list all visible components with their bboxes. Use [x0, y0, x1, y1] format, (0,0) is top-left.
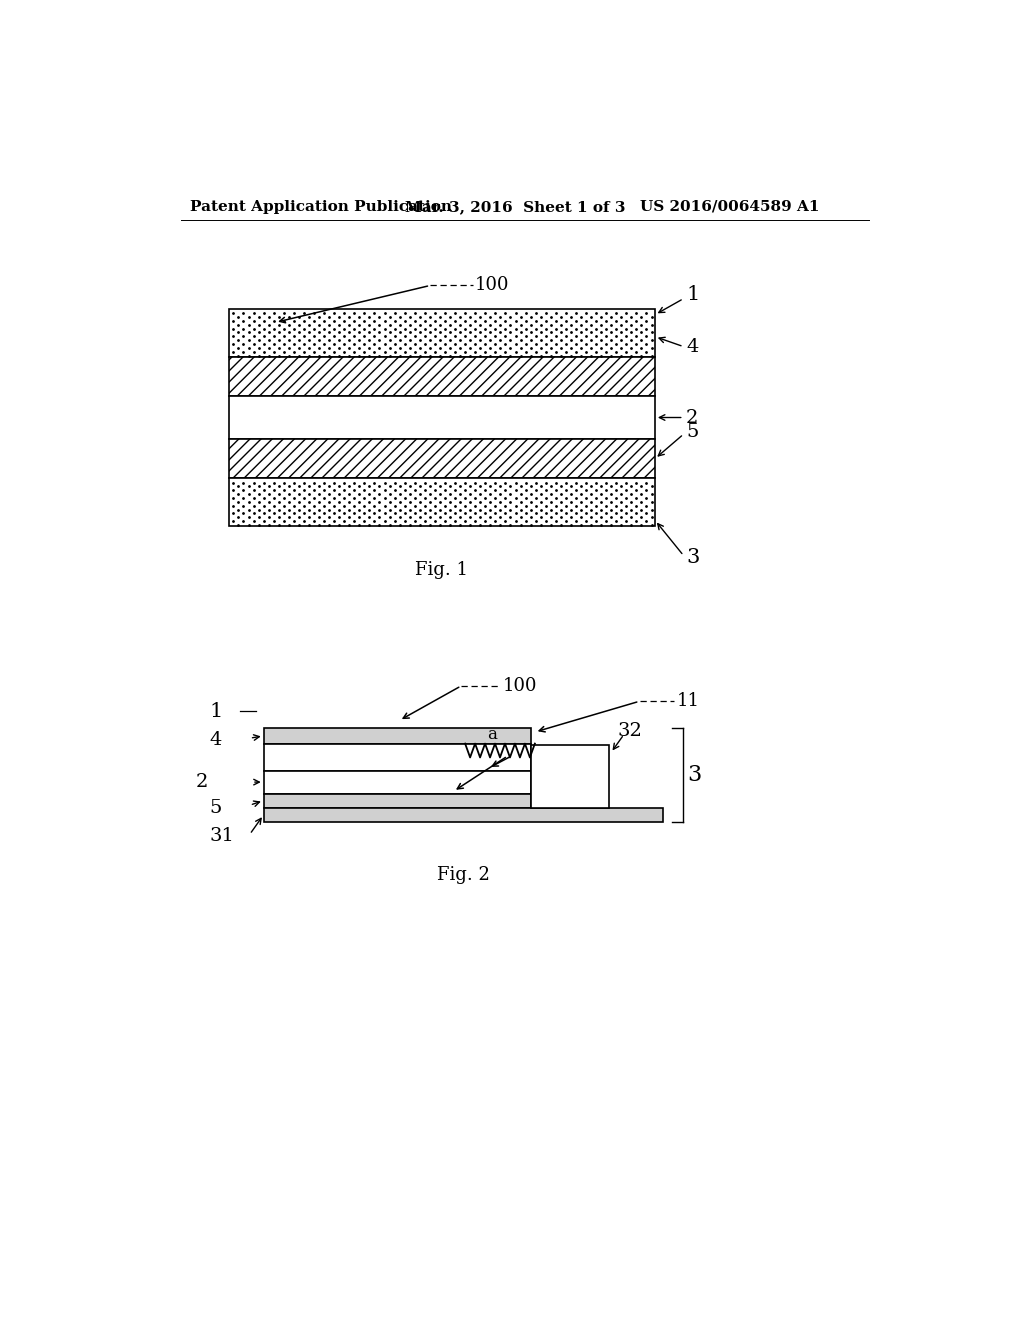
Text: 11: 11 — [677, 692, 699, 710]
Text: Mar. 3, 2016  Sheet 1 of 3: Mar. 3, 2016 Sheet 1 of 3 — [406, 199, 626, 214]
Text: 100: 100 — [503, 677, 537, 694]
Text: 4: 4 — [686, 338, 698, 355]
Text: 5: 5 — [209, 799, 222, 817]
Bar — [228, 396, 655, 440]
Text: 2: 2 — [196, 774, 208, 791]
Bar — [263, 729, 531, 743]
Text: a: a — [487, 726, 498, 743]
Text: 31: 31 — [209, 828, 234, 845]
Bar — [228, 478, 655, 527]
Bar — [228, 309, 655, 358]
Bar — [531, 744, 608, 808]
Text: Fig. 2: Fig. 2 — [437, 866, 489, 883]
Bar — [263, 743, 531, 771]
Text: US 2016/0064589 A1: US 2016/0064589 A1 — [640, 199, 819, 214]
Text: 4: 4 — [209, 731, 222, 748]
Text: 1: 1 — [209, 702, 223, 721]
Bar — [263, 793, 531, 808]
Text: 3: 3 — [686, 548, 699, 566]
Text: Fig. 1: Fig. 1 — [416, 561, 468, 579]
Bar — [228, 358, 655, 396]
Text: 3: 3 — [687, 764, 701, 787]
Text: 100: 100 — [475, 276, 510, 294]
Bar — [228, 440, 655, 478]
Text: 5: 5 — [686, 422, 698, 441]
Bar — [263, 808, 663, 822]
Bar — [263, 771, 531, 793]
Text: 1: 1 — [686, 285, 699, 304]
Text: 32: 32 — [617, 722, 643, 741]
Text: Patent Application Publication: Patent Application Publication — [190, 199, 452, 214]
Text: 2: 2 — [686, 408, 698, 426]
